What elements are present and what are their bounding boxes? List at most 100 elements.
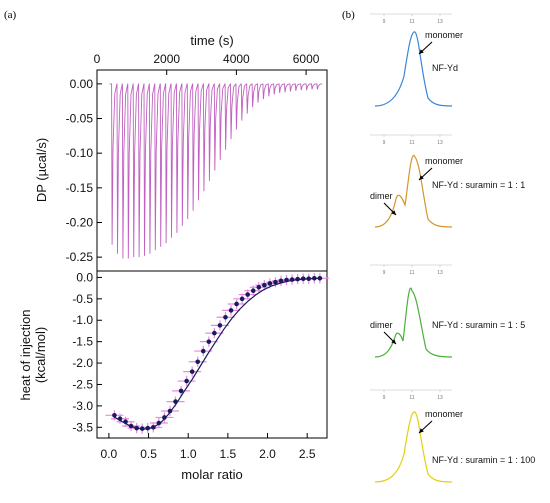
bottom-xtick-label: 0.0 <box>101 447 118 461</box>
top-xtick-label: 0 <box>94 52 101 66</box>
sec-panel-monomer-only: 9 11 13 monomer NF-Yd <box>370 13 463 107</box>
data-point <box>189 369 195 374</box>
data-point <box>273 279 278 285</box>
top-xtick-label: 6000 <box>293 52 320 66</box>
data-point <box>139 426 145 431</box>
thermogram-line <box>109 83 323 259</box>
bottom-xtick-label: 1.5 <box>220 447 237 461</box>
bottom-ytick-label: -3.5 <box>72 420 93 434</box>
data-point <box>278 278 284 284</box>
sec-condition-label: NF-Yd <box>432 63 458 73</box>
data-point <box>228 308 234 313</box>
itc-bottom-yticks: 0.0 -0.5 -1.0 -1.5 -2.0 -2.5 -3.0 -3.5 <box>72 270 102 434</box>
top-xtick-label: 2000 <box>153 52 180 66</box>
bottom-ytick-label: -1.5 <box>72 335 93 349</box>
data-point <box>112 413 117 418</box>
sec-condition-label: NF-Yd : suramin = 1 : 1 <box>432 180 525 190</box>
top-ytick-label: -0.15 <box>66 181 94 195</box>
sec-tick-label: 11 <box>409 19 414 25</box>
itc-top-yticks: 0.00 -0.05 -0.10 -0.15 -0.20 -0.25 <box>66 77 102 264</box>
itc-thermogram: time (s) DP (µcal/s) 0 2000 4000 6000 0.00 -… <box>34 33 328 272</box>
bottom-ytick-label: -0.5 <box>72 292 93 306</box>
sec-annotation-monomer: monomer <box>425 156 463 166</box>
sec-arrow-head <box>419 175 424 180</box>
data-point <box>173 399 178 404</box>
sec-tick-label: 13 <box>437 270 443 276</box>
data-point <box>234 301 239 307</box>
data-point <box>212 330 217 336</box>
data-point <box>123 419 128 425</box>
itc-bottom-points <box>112 275 323 431</box>
data-point <box>167 408 173 414</box>
sec-panel-ratio-1-5: 9 11 13 dimer NF-Yd : suramin = 1 : 5 <box>370 264 525 358</box>
itc-top-xticks: 0 2000 4000 6000 <box>94 52 320 75</box>
bottom-ytick-label: -2.0 <box>72 356 93 370</box>
itc-bottom-fit <box>112 277 320 430</box>
top-ytick-label: -0.25 <box>66 250 94 264</box>
bottom-xtick-label: 1.0 <box>180 447 197 461</box>
data-point <box>239 296 245 302</box>
sec-arrow-head <box>419 428 424 433</box>
data-point <box>312 275 317 281</box>
data-point <box>206 339 212 344</box>
data-point <box>306 276 312 282</box>
sec-panels: 9 11 13 monomer NF-Yd 9 11 13 dimer monomer NF-Yd … <box>370 13 535 483</box>
itc-bottom-xticks: 0.0 0.5 1.0 1.5 2.0 2.5 <box>101 433 316 461</box>
itc-bottom-errorbars <box>105 273 329 434</box>
bottom-ytick-label: -2.5 <box>72 377 93 391</box>
sec-arrow-head <box>391 339 396 344</box>
data-point <box>317 275 323 281</box>
data-point <box>184 378 189 384</box>
sec-panel-ratio-1-1: 9 11 13 dimer monomer NF-Yd : suramin = 1 : 1 <box>370 134 525 228</box>
sec-annotation-monomer: monomer <box>425 409 463 419</box>
top-xtick-label: 4000 <box>223 52 250 66</box>
data-point <box>289 277 295 282</box>
sec-tick-label: 9 <box>383 395 386 401</box>
panel-label-a: (a) <box>4 9 17 21</box>
itc-binding-isotherm: molar ratio heat of injection (kcal/mol)… <box>18 270 329 482</box>
data-point <box>156 420 162 426</box>
bottom-xtick-label: 2.0 <box>259 447 276 461</box>
bottom-ytick-label: -1.0 <box>72 313 93 327</box>
itc-top-trace <box>109 83 323 259</box>
sec-trace <box>374 287 453 358</box>
data-point <box>178 388 184 394</box>
itc-bottom-frame <box>96 270 328 439</box>
data-point <box>250 288 256 293</box>
data-point <box>128 423 134 429</box>
fit-curve <box>112 277 320 430</box>
data-point <box>151 424 156 430</box>
sec-annotation-dimer: dimer <box>370 320 393 330</box>
top-ytick-label: -0.05 <box>66 112 94 126</box>
data-point <box>262 282 267 288</box>
sec-tick-label: 9 <box>383 270 386 276</box>
sec-condition-label: NF-Yd : suramin = 1 : 5 <box>432 320 525 330</box>
itc-top-frame <box>96 69 328 272</box>
sec-trace <box>374 31 453 107</box>
data-point <box>295 276 300 282</box>
sec-tick-label: 9 <box>383 140 386 146</box>
sec-tick-label: 11 <box>409 140 414 146</box>
sec-tick-label: 11 <box>409 395 414 401</box>
itc-bottom-ylabel-line1: heat of injection <box>18 309 33 400</box>
top-ytick-label: -0.20 <box>66 215 94 229</box>
data-point <box>200 348 206 354</box>
bottom-xtick-label: 0.5 <box>140 447 157 461</box>
sec-arrow-head <box>391 210 396 215</box>
sec-tick-label: 13 <box>437 19 443 25</box>
sec-arrow-head <box>419 49 424 54</box>
bottom-ytick-label: 0.0 <box>76 270 93 284</box>
panel-label-b: (b) <box>342 9 355 21</box>
bottom-ytick-label: -3.0 <box>72 399 93 413</box>
data-point <box>223 314 228 320</box>
data-point <box>195 359 201 365</box>
itc-top-xlabel: time (s) <box>190 33 233 48</box>
itc-bottom-ylabel-line2: (kcal/mol) <box>33 327 48 383</box>
data-point <box>162 415 167 420</box>
data-point <box>284 277 289 283</box>
itc-bottom-xlabel: molar ratio <box>181 467 242 482</box>
itc-top-ylabel: DP (µcal/s) <box>34 138 49 202</box>
data-point <box>117 416 123 422</box>
sec-condition-label: NF-Yd : suramin = 1 : 100 <box>432 455 535 465</box>
